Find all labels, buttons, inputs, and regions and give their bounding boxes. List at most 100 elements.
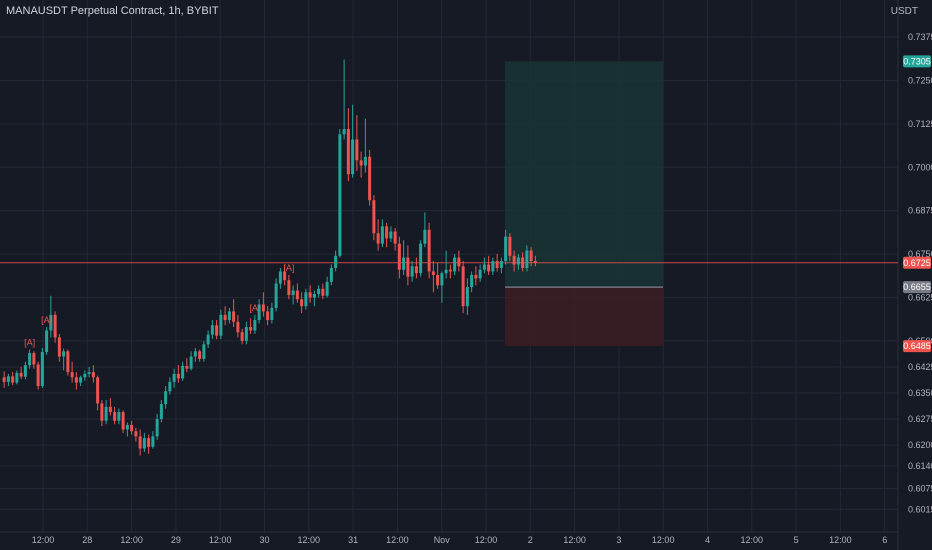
candle-body [202, 344, 206, 359]
candle-body [283, 271, 287, 281]
y-tick-label: 0.6075 [908, 483, 932, 493]
candle-body [287, 280, 291, 296]
candle-body [83, 373, 87, 378]
candle-body [529, 250, 533, 262]
candle-body [512, 255, 516, 265]
candle-body [338, 134, 342, 256]
take-profit-zone [505, 61, 663, 288]
candle-body [87, 372, 91, 374]
candle-body [176, 373, 180, 379]
candle-body [53, 314, 57, 338]
candle-body [49, 314, 53, 331]
x-tick-label: 12:00 [741, 535, 764, 545]
candle-body [15, 372, 19, 383]
candle-body [359, 160, 363, 166]
x-tick-label: 3 [616, 535, 621, 545]
candle-body [270, 307, 274, 321]
candle-body [474, 274, 478, 279]
candle-body [232, 311, 236, 322]
candle-body [62, 351, 66, 357]
y-tick-label: 0.6275 [908, 414, 932, 424]
candle-body [465, 287, 469, 307]
candle-body [125, 424, 129, 430]
candle-body [11, 376, 15, 383]
x-tick-label: 12:00 [32, 535, 55, 545]
candle-body [397, 243, 401, 270]
stop-loss-badge-label: 0.6485 [903, 341, 931, 351]
candle-body [495, 261, 499, 268]
candle-body [147, 438, 151, 447]
candle-body [427, 229, 431, 272]
y-tick-label: 0.6015 [908, 504, 932, 514]
candle-body [91, 372, 95, 378]
candle-body [491, 261, 495, 272]
x-tick-label: 28 [82, 535, 92, 545]
candle-body [376, 233, 380, 244]
candle-body [130, 424, 134, 432]
candle-body [210, 325, 214, 335]
candle-body [389, 231, 393, 239]
candle-body [380, 226, 384, 244]
x-tick-label: 12:00 [386, 535, 409, 545]
candle-body [351, 139, 355, 175]
candle-body [96, 377, 100, 404]
stop-loss-zone [505, 287, 663, 347]
candle-body [312, 294, 316, 298]
candle-body [410, 266, 414, 277]
candle-body [499, 261, 503, 268]
candle-body [66, 351, 70, 373]
current-price-badge-label: 0.6725 [903, 258, 931, 268]
candle-body [431, 271, 435, 275]
candle-body [266, 311, 270, 321]
candle-body [19, 372, 23, 377]
y-tick-label: 0.6875 [908, 206, 932, 216]
x-tick-label: 29 [171, 535, 181, 545]
candle-body [28, 353, 32, 366]
entry-badge [903, 281, 931, 294]
candle-body [121, 412, 125, 430]
x-tick-label: 6 [882, 535, 887, 545]
entry-badge-label: 0.6655 [903, 282, 931, 292]
candle-body [317, 288, 321, 295]
candle-body [240, 332, 244, 341]
candle-body [355, 139, 359, 161]
candle-body [172, 373, 176, 382]
candle-body [138, 436, 142, 449]
candle-body [79, 377, 83, 383]
candle-body [257, 304, 261, 321]
x-tick-label: 30 [259, 535, 269, 545]
candle-body [100, 403, 104, 421]
candle-body [108, 406, 112, 413]
signal-annotation: [A] [24, 338, 35, 348]
x-tick-label: 12:00 [652, 535, 675, 545]
y-tick-label: 0.7125 [908, 119, 932, 129]
candle-body [363, 156, 367, 166]
candle-body [134, 431, 138, 437]
candle-body [151, 436, 155, 447]
candle-body [236, 321, 240, 333]
candle-body [436, 274, 440, 286]
x-tick-label: 12:00 [829, 535, 852, 545]
candle-body [478, 269, 482, 279]
candle-body [193, 351, 197, 357]
candle-body [368, 156, 372, 201]
signal-annotation: [A] [249, 303, 260, 313]
candle-body [444, 269, 448, 274]
x-tick-label: 12:00 [120, 535, 143, 545]
candle-body [215, 325, 219, 336]
candle-body [164, 391, 168, 405]
x-tick-label: 12:00 [475, 535, 498, 545]
quote-unit-label: USDT [890, 6, 918, 17]
candle-body [278, 271, 282, 284]
current-price-badge [903, 256, 931, 269]
candle-body [470, 274, 474, 288]
candle-body [308, 292, 312, 298]
candle-body [274, 283, 278, 308]
candle-body [419, 243, 423, 274]
candle-body [181, 365, 185, 379]
